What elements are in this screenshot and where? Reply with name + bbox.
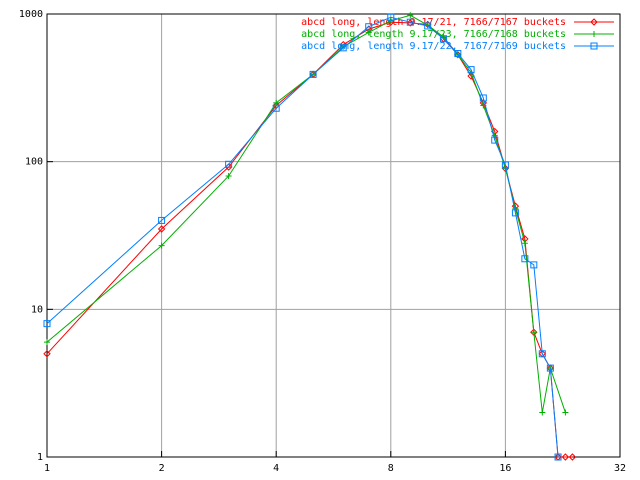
marker xyxy=(454,50,462,58)
marker xyxy=(158,216,166,224)
marker xyxy=(225,160,233,168)
x-tick-label: 1 xyxy=(44,463,50,474)
marker xyxy=(424,22,432,30)
marker xyxy=(546,364,554,372)
marker xyxy=(365,23,373,31)
x-tick-label: 8 xyxy=(388,463,394,474)
marker xyxy=(272,104,280,112)
marker xyxy=(439,35,447,43)
marker xyxy=(454,51,462,59)
marker xyxy=(561,453,570,461)
marker xyxy=(538,350,546,358)
marker xyxy=(43,320,51,328)
marker xyxy=(479,94,487,102)
marker xyxy=(491,132,498,139)
marker xyxy=(591,31,597,37)
marker xyxy=(157,225,166,233)
marker xyxy=(530,329,537,336)
marker xyxy=(44,339,50,346)
marker xyxy=(521,255,529,263)
marker xyxy=(530,261,538,269)
marker xyxy=(511,209,519,217)
y-tick-label: 1 xyxy=(37,452,43,463)
x-tick-label: 16 xyxy=(499,463,511,474)
marker xyxy=(467,66,475,74)
marker xyxy=(406,18,414,26)
marker xyxy=(387,13,395,21)
marker xyxy=(43,350,51,358)
marker xyxy=(590,42,598,50)
line xyxy=(46,16,559,458)
legend-label: abcd long, length 9.17/23, 7166/7168 buc… xyxy=(301,29,566,40)
marker xyxy=(521,240,528,247)
marker xyxy=(491,136,499,144)
marker xyxy=(539,409,546,416)
legend-label: abcd long, length 9.17/22, 7167/7169 buc… xyxy=(301,41,566,52)
marker xyxy=(309,70,317,78)
x-tick-label: 4 xyxy=(273,463,279,474)
y-tick-label: 10 xyxy=(31,304,43,315)
marker xyxy=(225,172,232,179)
x-tick-label: 32 xyxy=(614,463,626,474)
marker xyxy=(339,44,347,52)
marker xyxy=(568,453,577,461)
marker xyxy=(407,12,414,19)
y-tick-label: 100 xyxy=(25,157,43,168)
marker xyxy=(158,242,165,249)
marker xyxy=(365,29,372,36)
marker xyxy=(501,164,510,173)
legend-label: abcd long, length 9.17/21, 7166/7167 buc… xyxy=(301,17,566,28)
plot-border xyxy=(46,13,621,458)
marker xyxy=(501,161,509,169)
y-tick-label: 1000 xyxy=(19,9,43,20)
x-tick-label: 2 xyxy=(159,463,165,474)
marker xyxy=(554,453,562,461)
marker xyxy=(590,18,598,26)
marker xyxy=(562,409,569,416)
